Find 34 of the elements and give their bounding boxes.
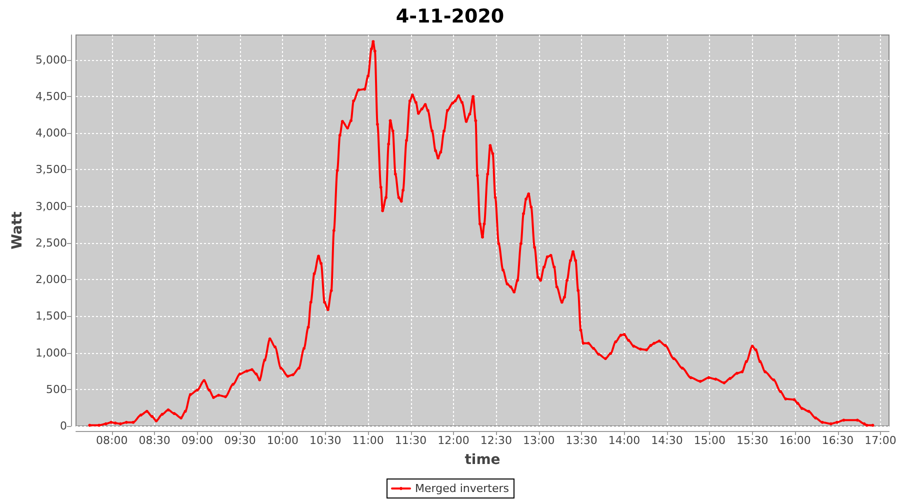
y-tick-label: 3,500 — [36, 163, 67, 176]
x-tick-label: 15:30 — [736, 434, 768, 447]
y-tick-label: 4,000 — [36, 126, 67, 140]
x-tick-label: 14:30 — [651, 434, 683, 447]
x-tick-label: 16:30 — [822, 434, 854, 447]
y-tick-label: 0 — [60, 420, 67, 432]
x-tick-label: 08:00 — [96, 434, 128, 447]
x-tick-label: 11:30 — [394, 434, 427, 447]
y-tick-label: 3,000 — [36, 200, 67, 213]
y-axis-title: Watt — [10, 211, 26, 250]
x-tick-label: 09:30 — [224, 434, 256, 447]
x-tick-label: 13:00 — [523, 434, 555, 447]
y-tick-label: 5,000 — [36, 53, 67, 66]
x-tick-label: 15:00 — [694, 434, 726, 447]
y-tick-label: 500 — [46, 382, 67, 396]
y-tick-label: 2,000 — [36, 273, 67, 286]
y-tick-label: 1,500 — [36, 310, 67, 323]
y-tick-label: 4,500 — [36, 90, 67, 104]
x-tick-label: 12:30 — [480, 434, 512, 447]
x-tick-label: 10:00 — [266, 434, 299, 447]
x-tick-label: 14:00 — [608, 434, 640, 447]
legend-label: Merged inverters — [415, 482, 510, 495]
y-tick-label: 2,500 — [36, 236, 67, 250]
x-tick-label: 17:00 — [864, 434, 896, 447]
y-tick-label: 1,000 — [36, 346, 67, 360]
x-tick-label: 08:30 — [138, 434, 170, 447]
chart-title: 4-11-2020 — [396, 6, 504, 28]
x-tick-label: 10:30 — [310, 434, 342, 447]
x-axis-title: time — [464, 452, 500, 468]
x-tick-label: 09:00 — [181, 434, 214, 447]
x-tick-label: 11:00 — [352, 434, 384, 447]
x-tick-label: 13:30 — [566, 434, 598, 447]
x-tick-label: 12:00 — [438, 434, 470, 447]
x-tick-label: 16:00 — [779, 434, 811, 447]
